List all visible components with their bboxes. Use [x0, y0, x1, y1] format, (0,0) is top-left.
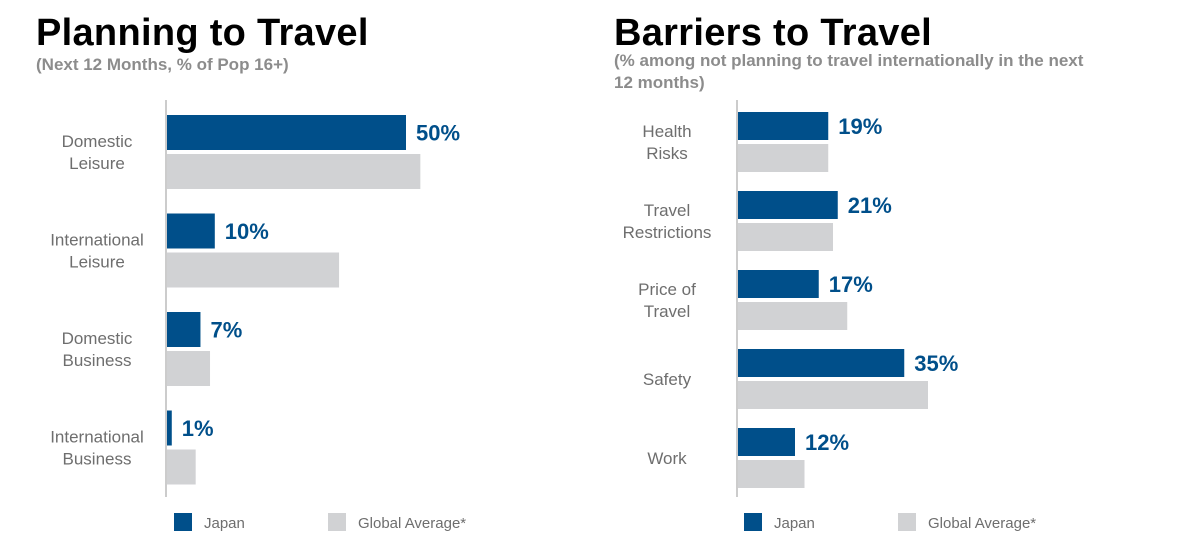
- category-label-line: Travel: [644, 201, 691, 220]
- barriers-chart: 19% Health Risks 21% Travel Restrictions 17% Pr…: [623, 100, 1036, 532]
- planning-chart: 50% Domestic Leisure 10% International Leisur…: [50, 100, 466, 532]
- value-label: 10%: [225, 219, 269, 244]
- legend-label-japan: Japan: [774, 515, 815, 532]
- category-label: Domestic Business: [62, 329, 133, 370]
- bar-japan: [167, 115, 406, 150]
- legend-swatch-japan: [744, 513, 762, 531]
- legend-label-japan: Japan: [204, 515, 245, 532]
- category-label-line: Restrictions: [623, 223, 712, 242]
- bar-japan: [738, 191, 838, 219]
- chart-subtitle: (% among not planning to travel internat…: [614, 51, 1084, 92]
- category-label: Travel Restrictions: [623, 201, 712, 242]
- bar-global-average: [738, 460, 805, 488]
- value-label: 1%: [182, 416, 214, 441]
- value-label: 35%: [914, 351, 958, 376]
- chart-title: Planning to Travel: [36, 12, 369, 54]
- bar-global-average: [738, 223, 833, 251]
- category-label-line: Business: [63, 450, 132, 469]
- bar-global-average: [167, 351, 211, 386]
- category-label-line: Risks: [646, 144, 688, 163]
- category-label: International Business: [50, 428, 144, 469]
- planning-panel: Planning to Travel (Next 12 Months, % of…: [36, 12, 466, 532]
- category-label-line: Leisure: [69, 253, 125, 272]
- category-label: International Leisure: [50, 231, 144, 272]
- category-label: Health Risks: [642, 122, 691, 163]
- bar-japan: [738, 349, 905, 377]
- category-label: Price of Travel: [638, 280, 696, 321]
- legend-swatch-global-average: [898, 513, 916, 531]
- value-label: 50%: [416, 121, 460, 146]
- bar-japan: [738, 112, 829, 140]
- category-label-line: International: [50, 231, 144, 250]
- bar-japan: [167, 410, 172, 446]
- value-label: 7%: [210, 318, 242, 343]
- category-label: Domestic Leisure: [62, 132, 133, 173]
- category-label-line: Domestic: [62, 132, 133, 151]
- bar-global-average: [167, 449, 196, 485]
- legend-swatch-japan: [174, 513, 192, 531]
- value-label: 21%: [848, 193, 892, 218]
- legend-label-global-average: Global Average*: [928, 515, 1036, 532]
- bar-japan: [167, 312, 201, 347]
- bar-japan: [738, 428, 795, 456]
- bar-japan: [167, 213, 215, 249]
- chart-title: Barriers to Travel: [614, 12, 933, 54]
- category-label-line: International: [50, 428, 144, 447]
- bar-global-average: [167, 154, 421, 189]
- category-label-line: Domestic: [62, 329, 133, 348]
- legend-swatch-global-average: [328, 513, 346, 531]
- value-label: 17%: [829, 272, 873, 297]
- bar-global-average: [738, 144, 829, 172]
- category-label-line: Leisure: [69, 154, 125, 173]
- value-label: 12%: [805, 430, 849, 455]
- category-label: Work: [647, 449, 687, 468]
- bar-global-average: [738, 381, 928, 409]
- category-label-line: Business: [63, 351, 132, 370]
- barriers-panel: Barriers to Travel (% among not planning…: [600, 0, 1200, 546]
- legend-label-global-average: Global Average*: [358, 515, 466, 532]
- category-label-line: Work: [647, 449, 687, 468]
- value-label: 19%: [838, 114, 882, 139]
- category-label-line: Health: [642, 122, 691, 141]
- bar-global-average: [167, 252, 340, 288]
- bar-japan: [738, 270, 819, 298]
- category-label-line: Travel: [644, 302, 691, 321]
- category-label-line: Price of: [638, 280, 696, 299]
- chart-subtitle: (Next 12 Months, % of Pop 16+): [36, 55, 289, 74]
- category-label-line: Safety: [643, 370, 692, 389]
- category-label: Safety: [643, 370, 692, 389]
- bar-global-average: [738, 302, 848, 330]
